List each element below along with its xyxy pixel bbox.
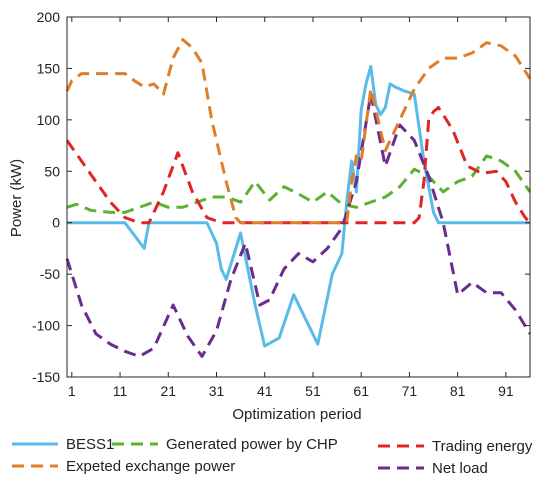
x-axis-label: Optimization period xyxy=(232,406,361,423)
y-tick-label: 100 xyxy=(37,112,61,128)
series-line-bess1 xyxy=(67,64,530,348)
legend-entry-trading-energy: Trading energy xyxy=(378,438,533,455)
y-tick-label: 150 xyxy=(37,60,61,76)
y-axis-label: Power (kW) xyxy=(8,159,25,237)
legend-entry-net-load: Net load xyxy=(378,460,488,477)
series-line-generated-power-by-chp xyxy=(66,154,532,214)
y-tick-label: -150 xyxy=(32,369,60,385)
legend-label: Trading energy xyxy=(432,438,533,455)
x-tick-label: 41 xyxy=(257,383,273,399)
y-tick-label: 50 xyxy=(44,163,60,179)
legend-entry-expeted-exchange-power: Expeted exchange power xyxy=(12,458,235,475)
plot-area xyxy=(65,38,532,358)
x-tick-label: 31 xyxy=(209,383,225,399)
legend-label: BESS1 xyxy=(66,436,114,453)
series-line-trading-energy xyxy=(65,106,532,225)
axes-frame xyxy=(66,16,531,378)
x-tick-label: 91 xyxy=(498,383,514,399)
x-tick-label: 71 xyxy=(402,383,418,399)
x-tick-label: 81 xyxy=(450,383,466,399)
x-tick-label: 1 xyxy=(68,383,76,399)
series-line-net-load xyxy=(65,92,532,358)
legend-entry-bess1: BESS1 xyxy=(12,436,114,453)
y-tick-label: 200 xyxy=(37,9,61,25)
legend-label: Generated power by CHP xyxy=(166,436,338,453)
x-tick-label: 61 xyxy=(353,383,369,399)
legend-label: Expeted exchange power xyxy=(66,458,235,475)
x-tick-label: 11 xyxy=(113,383,128,399)
legend-entry-generated-power-by-chp: Generated power by CHP xyxy=(112,436,338,453)
series-line-expeted-exchange-power xyxy=(65,38,532,225)
legend: BESS1 Generated power by CHP Trading energ… xyxy=(12,436,533,477)
legend-label: Net load xyxy=(432,460,488,477)
x-tick-label: 51 xyxy=(305,383,321,399)
x-tick-label: 21 xyxy=(160,383,176,399)
y-tick-label: -100 xyxy=(32,318,60,334)
y-tick-label: 0 xyxy=(52,215,60,231)
y-tick-label: -50 xyxy=(40,266,60,282)
